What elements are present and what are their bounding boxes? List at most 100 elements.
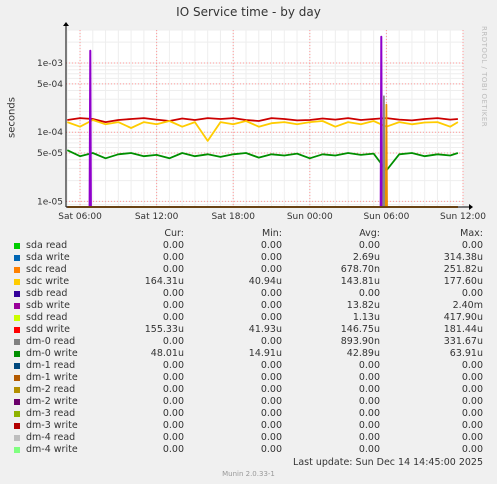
- legend-min-value: 40.94u: [248, 276, 282, 287]
- legend-cur-value: 164.31u: [144, 276, 184, 287]
- x-tick-label: Sun 12:00: [440, 212, 486, 222]
- legend-series-name: dm-4 write: [26, 444, 78, 455]
- series-line: [67, 117, 458, 123]
- legend-header-min: Min:: [261, 228, 282, 239]
- legend-swatch: [14, 363, 20, 369]
- y-tick-label: 5e-05: [37, 149, 63, 159]
- legend-swatch: [14, 303, 20, 309]
- legend-avg-value: 2.69u: [352, 252, 380, 263]
- legend-series-name: dm-2 write: [26, 396, 78, 407]
- legend-series-name: sdb read: [26, 288, 68, 299]
- legend-max-value: 0.00: [461, 372, 483, 383]
- legend-series-name: sdb write: [26, 300, 70, 311]
- legend-max-value: 0.00: [461, 288, 483, 299]
- legend-cur-value: 0.00: [162, 420, 184, 431]
- legend-swatch: [14, 315, 20, 321]
- legend-swatch: [14, 279, 20, 285]
- legend-min-value: 0.00: [260, 384, 282, 395]
- legend-min-value: 0.00: [260, 240, 282, 251]
- legend-cur-value: 0.00: [162, 396, 184, 407]
- y-tick-label: 1e-04: [37, 128, 63, 138]
- legend-series-name: sda write: [26, 252, 70, 263]
- legend-series-name: sda read: [26, 240, 68, 251]
- series-line: [66, 119, 459, 142]
- legend-min-value: 0.00: [260, 312, 282, 323]
- legend-cur-value: 0.00: [162, 312, 184, 323]
- legend-cur-value: 0.00: [162, 240, 184, 251]
- legend-max-value: 417.90u: [443, 312, 483, 323]
- legend-series-name: sdc write: [26, 276, 70, 287]
- legend-cur-value: 0.00: [162, 360, 184, 371]
- legend-series-name: sdd write: [26, 324, 70, 335]
- legend-swatch: [14, 387, 20, 393]
- y-tick-label: 1e-05: [37, 197, 63, 207]
- legend-avg-value: 0.00: [358, 396, 380, 407]
- legend-min-value: 0.00: [260, 408, 282, 419]
- legend-max-value: 181.44u: [443, 324, 483, 335]
- legend-min-value: 0.00: [260, 432, 282, 443]
- rrdtool-watermark: RRDTOOL / TOBI OETIKER: [480, 26, 488, 128]
- legend-min-value: 0.00: [260, 336, 282, 347]
- legend-min-value: 41.93u: [248, 324, 282, 335]
- legend-avg-value: 0.00: [358, 372, 380, 383]
- legend-swatch: [14, 243, 20, 249]
- legend-swatch: [14, 423, 20, 429]
- legend-min-value: 0.00: [260, 360, 282, 371]
- legend-max-value: 0.00: [461, 408, 483, 419]
- legend-min-value: 0.00: [260, 264, 282, 275]
- legend-min-value: 0.00: [260, 420, 282, 431]
- legend-avg-value: 678.70n: [340, 264, 380, 275]
- legend-series-name: dm-2 read: [26, 384, 76, 395]
- series-line: [66, 149, 459, 172]
- legend-max-value: 63.91u: [449, 348, 483, 359]
- legend-cur-value: 0.00: [162, 444, 184, 455]
- x-tick-label: Sat 18:00: [211, 212, 255, 222]
- plot-area: 1e-03 5e-04 1e-04 5e-05 1e-05 Sat 06:00 Sat 12…: [37, 22, 486, 222]
- legend-max-value: 331.67u: [443, 336, 483, 347]
- legend-cur-value: 0.00: [162, 264, 184, 275]
- legend-swatch: [14, 411, 20, 417]
- legend-avg-value: 0.00: [358, 288, 380, 299]
- legend-cur-value: 0.00: [162, 288, 184, 299]
- legend-swatch: [14, 447, 20, 453]
- legend-series-name: dm-0 write: [26, 348, 78, 359]
- legend-series-name: sdc read: [26, 264, 67, 275]
- legend-avg-value: 143.81u: [340, 276, 380, 287]
- legend-cur-value: 0.00: [162, 252, 184, 263]
- legend-min-value: 0.00: [260, 252, 282, 263]
- legend-avg-value: 42.89u: [346, 348, 380, 359]
- legend-cur-value: 0.00: [162, 432, 184, 443]
- legend-avg-value: 0.00: [358, 384, 380, 395]
- legend-cur-value: 155.33u: [144, 324, 184, 335]
- last-update: Last update: Sun Dec 14 14:45:00 2025: [293, 457, 483, 468]
- legend-cur-value: 0.00: [162, 384, 184, 395]
- x-tick-label: Sat 06:00: [58, 212, 102, 222]
- legend-swatch: [14, 267, 20, 273]
- legend-swatch: [14, 351, 20, 357]
- legend-avg-value: 0.00: [358, 444, 380, 455]
- legend-swatch: [14, 327, 20, 333]
- legend-max-value: 0.00: [461, 396, 483, 407]
- legend-min-value: 0.00: [260, 444, 282, 455]
- legend-max-value: 0.00: [461, 360, 483, 371]
- graph-title: IO Service time - by day: [176, 5, 321, 19]
- legend-max-value: 0.00: [461, 444, 483, 455]
- legend-avg-value: 893.90n: [340, 336, 380, 347]
- legend-series-name: dm-4 read: [26, 432, 76, 443]
- legend-swatch: [14, 375, 20, 381]
- x-tick-label: Sun 00:00: [287, 212, 333, 222]
- legend-series-name: dm-3 read: [26, 408, 76, 419]
- legend-avg-value: 0.00: [358, 408, 380, 419]
- legend-max-value: 0.00: [461, 432, 483, 443]
- legend-series-name: dm-3 write: [26, 420, 78, 431]
- legend-swatch: [14, 339, 20, 345]
- legend-avg-value: 0.00: [358, 360, 380, 371]
- x-axis-arrow: [469, 204, 473, 210]
- legend-swatch: [14, 291, 20, 297]
- y-tick-label: 5e-04: [37, 80, 63, 90]
- legend-max-value: 177.60u: [443, 276, 483, 287]
- x-tick-label: Sat 12:00: [135, 212, 179, 222]
- legend-cur-value: 0.00: [162, 372, 184, 383]
- legend-series-name: sdd read: [26, 312, 68, 323]
